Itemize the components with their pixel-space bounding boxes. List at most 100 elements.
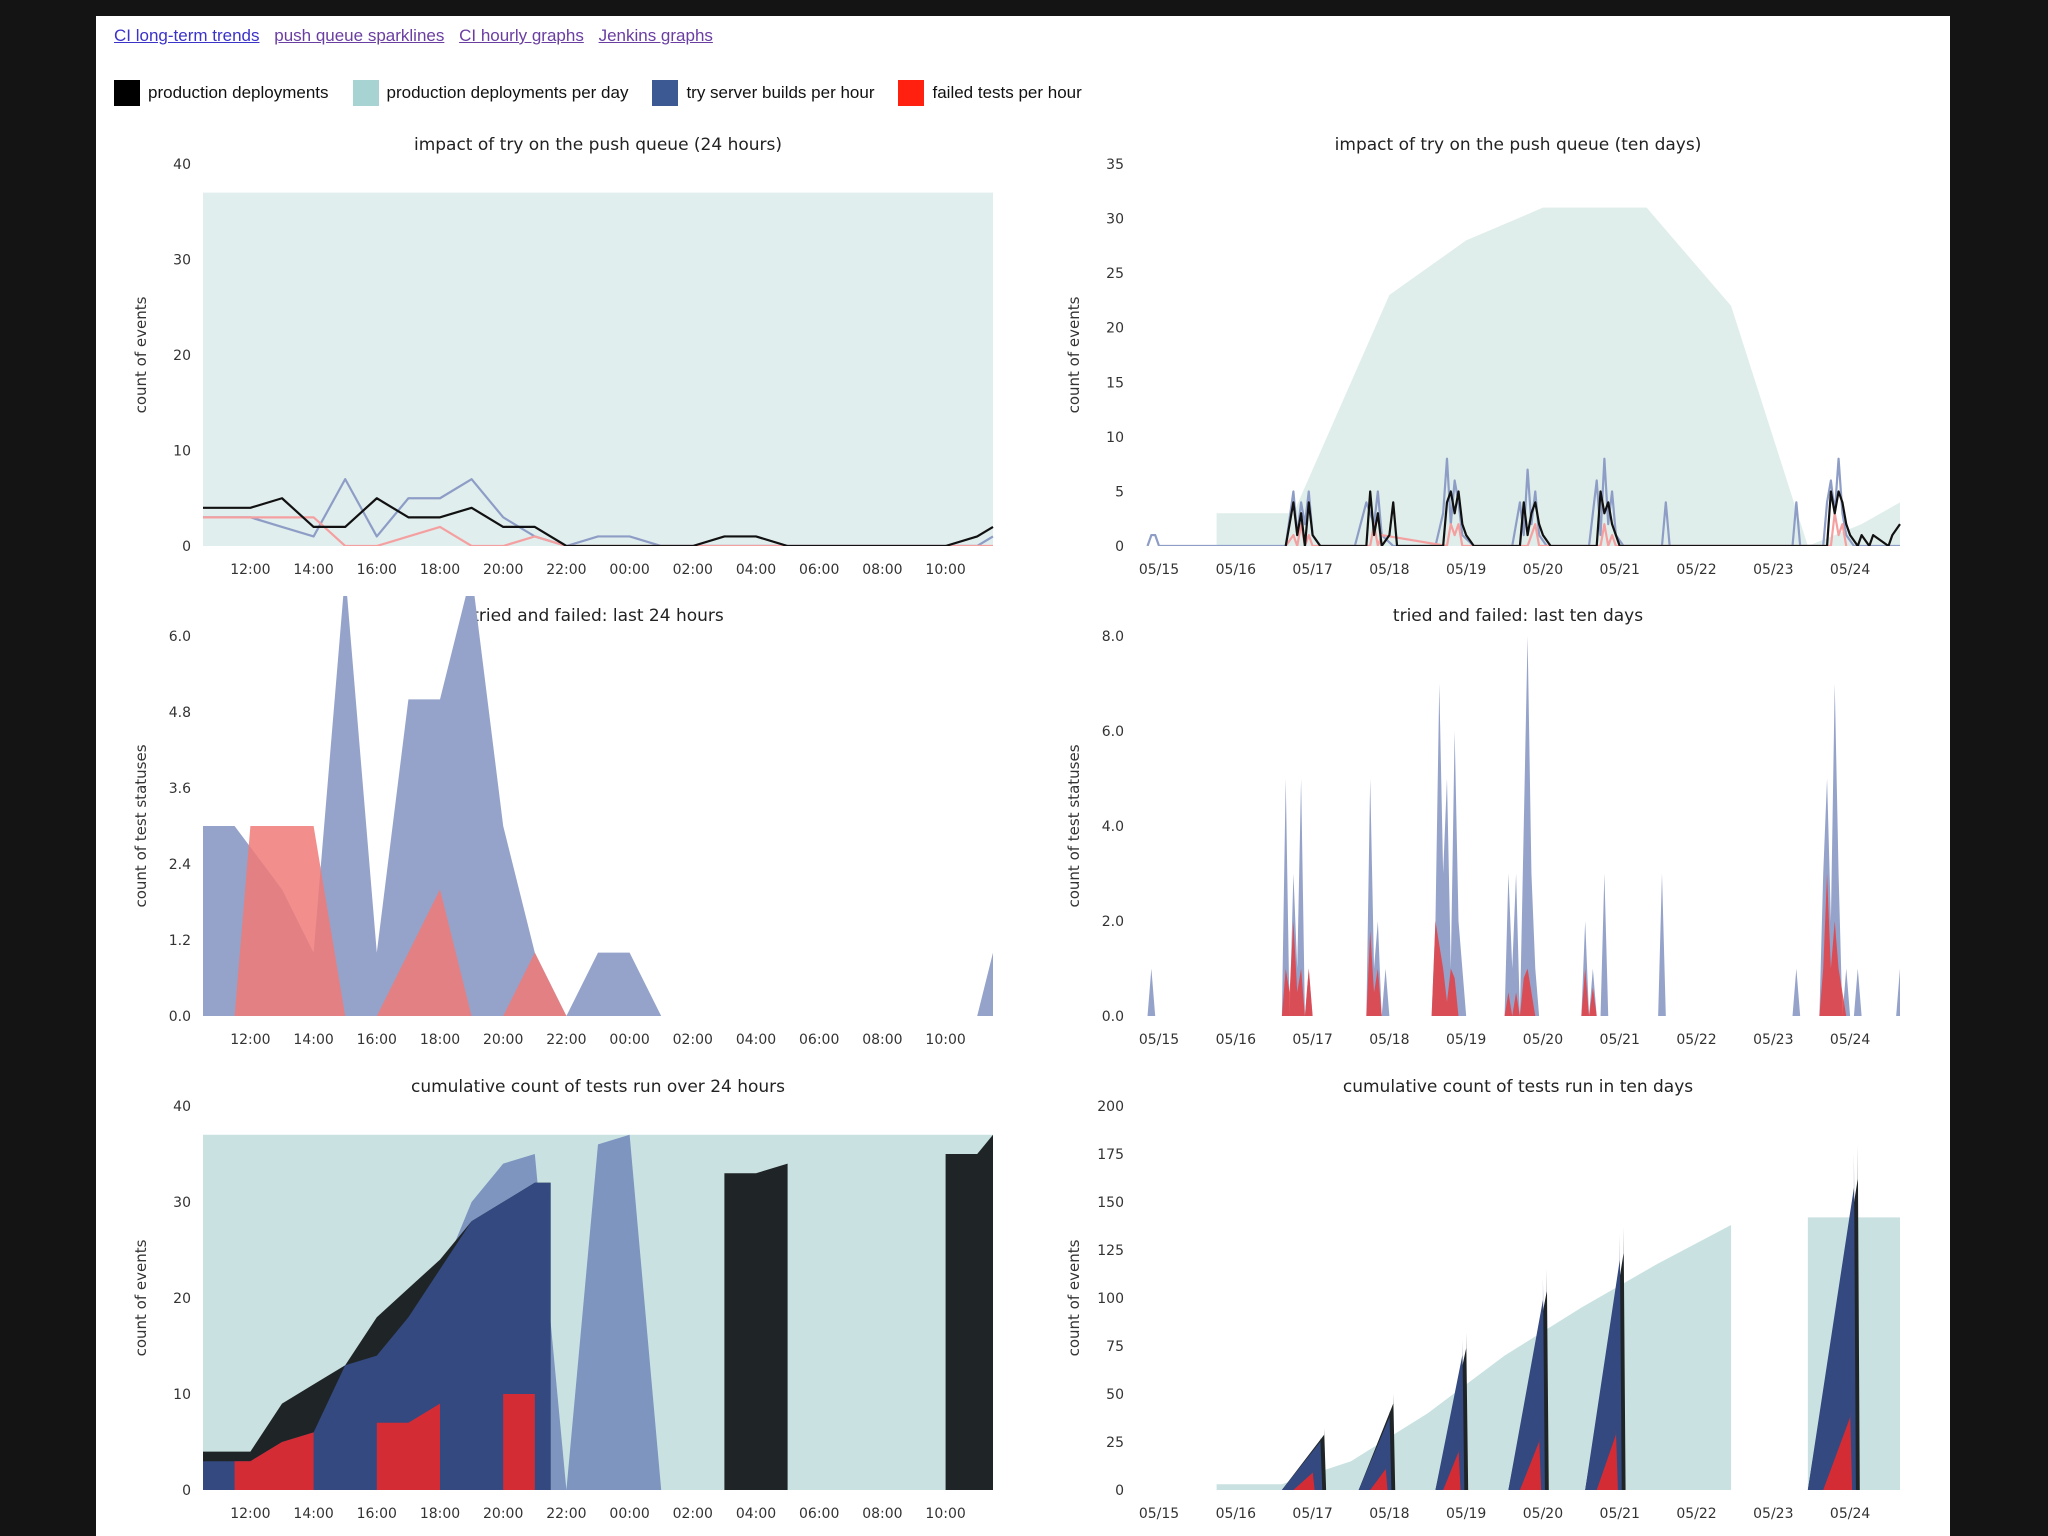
x-tick-label: 02:00: [673, 562, 713, 578]
x-tick-label: 05/18: [1369, 562, 1409, 578]
y-tick-label: 0: [182, 1483, 191, 1499]
x-tick-label: 05/24: [1830, 562, 1870, 578]
legend-swatch: [898, 80, 925, 106]
legend-label: failed tests per hour: [932, 83, 1082, 102]
nav-links: CI long-term trends push queue sparkline…: [114, 26, 723, 46]
link-ci-long-term-trends[interactable]: CI long-term trends: [114, 26, 260, 45]
y-axis-label: count of test statuses: [132, 744, 150, 907]
page: CI long-term trends push queue sparkline…: [96, 16, 1950, 1536]
series-failed-tests-per-hour: [1443, 1447, 1461, 1490]
y-tick-label: 50: [1106, 1387, 1124, 1403]
chart-1: impact of try on the push queue (24 hour…: [132, 135, 994, 578]
x-tick-label: 18:00: [420, 1506, 460, 1522]
series-failed-tests-per-hour: [1284, 512, 1848, 546]
y-tick-label: 0.0: [1102, 1009, 1124, 1025]
legend-label: try server builds per hour: [686, 83, 875, 102]
x-tick-label: 02:00: [673, 1506, 713, 1522]
series-failed-tests-per-hour: [376, 1403, 440, 1490]
series-try-server-builds-per-hour: [1807, 1154, 1856, 1490]
y-tick-label: 2.0: [1102, 914, 1124, 930]
link-ci-hourly-graphs[interactable]: CI hourly graphs: [459, 26, 584, 45]
y-tick-label: 20: [1106, 321, 1124, 337]
series-failed-tests-per-hour: [503, 1394, 535, 1490]
series-production-deployments: [203, 497, 994, 546]
x-tick-label: 05/15: [1139, 1506, 1179, 1522]
y-axis-label: count of events: [132, 296, 150, 413]
y-tick-label: 20: [173, 348, 191, 364]
series-production-deployments-per-day: [1139, 207, 1900, 546]
y-tick-label: 6.0: [1102, 724, 1124, 740]
x-tick-label: 04:00: [736, 1032, 776, 1048]
x-tick-label: 00:00: [609, 562, 649, 578]
y-tick-label: 150: [1097, 1195, 1124, 1211]
y-tick-label: 35: [1106, 157, 1124, 173]
legend-label: production deployments per day: [386, 83, 629, 102]
x-tick-label: 05/23: [1753, 1032, 1793, 1048]
x-tick-label: 18:00: [420, 562, 460, 578]
x-tick-label: 05/20: [1523, 1506, 1563, 1522]
y-tick-label: 0: [1115, 539, 1124, 555]
y-tick-label: 0.0: [169, 1009, 191, 1025]
x-tick-label: 08:00: [862, 562, 902, 578]
x-tick-label: 14:00: [293, 1506, 333, 1522]
plot-area: [203, 596, 993, 1016]
plot-area: [203, 1134, 993, 1490]
x-tick-label: 05/17: [1292, 1032, 1332, 1048]
y-tick-label: 20: [173, 1291, 191, 1307]
x-tick-label: 12:00: [230, 562, 270, 578]
chart-2: impact of try on the push queue (ten day…: [1065, 135, 1901, 578]
series-try-server-builds-per-hour: [1147, 636, 1900, 1016]
x-tick-label: 16:00: [357, 1032, 397, 1048]
series-try-server-builds-per-hour: [1508, 1278, 1545, 1490]
x-tick-label: 05/18: [1369, 1032, 1409, 1048]
chart-5: cumulative count of tests run over 24 ho…: [132, 1077, 993, 1522]
x-tick-label: 05/22: [1676, 562, 1716, 578]
y-tick-label: 8.0: [1102, 629, 1124, 645]
link-jenkins-graphs[interactable]: Jenkins graphs: [598, 26, 713, 45]
y-tick-label: 4.8: [169, 705, 191, 721]
x-tick-label: 12:00: [230, 1506, 270, 1522]
series-failed-tests-per-hour: [1370, 1466, 1388, 1490]
y-axis-label: count of events: [1065, 1239, 1083, 1356]
chart-title: tried and failed: last 24 hours: [472, 606, 724, 626]
legend-item-try-server-builds: try server builds per hour: [652, 80, 874, 106]
x-tick-label: 05/21: [1600, 1506, 1640, 1522]
y-tick-label: 4.0: [1102, 819, 1124, 835]
y-tick-label: 40: [173, 1099, 191, 1115]
y-tick-label: 5: [1115, 484, 1124, 500]
y-tick-label: 25: [1106, 266, 1124, 282]
legend-swatch: [652, 80, 679, 106]
x-tick-label: 05/23: [1753, 1506, 1793, 1522]
x-tick-label: 05/19: [1446, 562, 1486, 578]
x-tick-label: 08:00: [862, 1506, 902, 1522]
x-tick-label: 05/18: [1369, 1506, 1409, 1522]
chart-title: cumulative count of tests run over 24 ho…: [411, 1077, 785, 1097]
series-failed-tests-per-hour: [1823, 1409, 1853, 1490]
y-tick-label: 3.6: [169, 781, 191, 797]
y-tick-label: 0: [1115, 1483, 1124, 1499]
legend: production deployments production deploy…: [114, 80, 1106, 106]
x-tick-label: 05/20: [1523, 562, 1563, 578]
y-tick-label: 6.0: [169, 629, 191, 645]
x-tick-label: 04:00: [736, 562, 776, 578]
y-tick-label: 125: [1097, 1243, 1124, 1259]
x-tick-label: 14:00: [293, 1032, 333, 1048]
x-tick-label: 04:00: [736, 1506, 776, 1522]
y-tick-label: 75: [1106, 1339, 1124, 1355]
x-tick-label: 05/24: [1830, 1032, 1870, 1048]
plot-area: [203, 192, 994, 546]
series-try-server-builds-per-hour: [1435, 1340, 1465, 1490]
x-tick-label: 22:00: [546, 562, 586, 578]
x-tick-label: 20:00: [483, 1506, 523, 1522]
x-tick-label: 05/17: [1292, 562, 1332, 578]
x-tick-label: 05/19: [1446, 1032, 1486, 1048]
x-tick-label: 05/16: [1216, 562, 1256, 578]
x-tick-label: 05/16: [1216, 1506, 1256, 1522]
series-production-deployments: [724, 1163, 788, 1490]
y-tick-label: 10: [173, 444, 191, 460]
chart-3: tried and failed: last 24 hours count of …: [132, 596, 993, 1048]
link-push-queue-sparklines[interactable]: push queue sparklines: [274, 26, 445, 45]
x-tick-label: 05/22: [1676, 1032, 1716, 1048]
series-try-server-builds-per-hour: [1585, 1234, 1622, 1490]
y-tick-label: 200: [1097, 1099, 1124, 1115]
